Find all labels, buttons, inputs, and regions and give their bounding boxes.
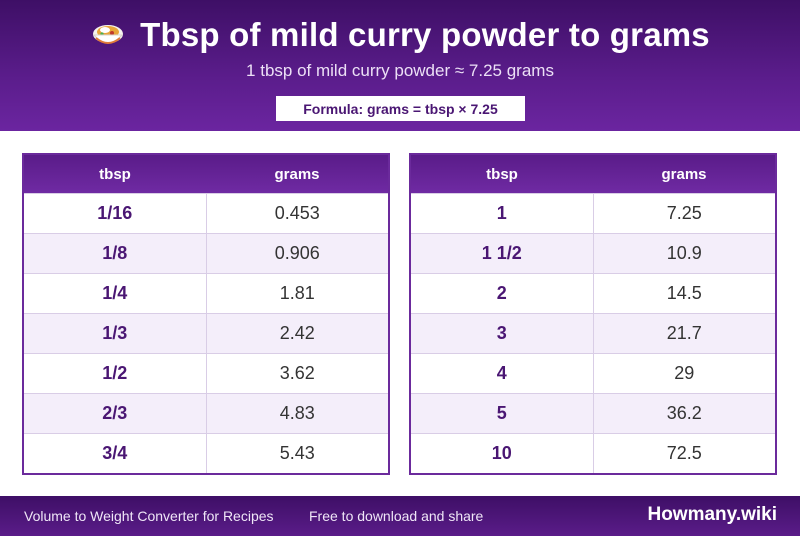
grams-cell: 29 — [674, 363, 695, 383]
footer-tagline: Volume to Weight Converter for Recipes — [24, 508, 274, 524]
column-header-tbsp: tbsp — [99, 165, 131, 183]
brand-logo[interactable]: Howmany.wiki — [647, 504, 777, 525]
page-title: Tbsp of mild curry powder to grams — [140, 16, 710, 53]
table-row: 2 14.5 — [411, 273, 775, 313]
grams-cell: 36.2 — [666, 403, 702, 423]
grams-cell: 72.5 — [666, 443, 702, 463]
tbsp-cell: 5 — [411, 394, 594, 433]
grams-cell: 3.62 — [279, 363, 315, 383]
tbsp-cell: 2 — [411, 274, 594, 313]
tbsp-cell: 1/2 — [24, 354, 207, 393]
footer: Volume to Weight Converter for Recipes F… — [0, 496, 800, 536]
table-row: 1 7.25 — [411, 193, 775, 233]
table-row: 1/16 0.453 — [24, 193, 388, 233]
tbsp-cell: 3/4 — [24, 434, 207, 473]
grams-cell: 0.906 — [274, 243, 320, 263]
subtitle: 1 tbsp of mild curry powder ≈ 7.25 grams — [246, 61, 554, 80]
conversion-table-left: tbsp grams 1/16 0.453 1/8 0.906 1/4 1.81 1/… — [22, 153, 390, 475]
formula-badge: Formula: grams = tbsp × 7.25 — [276, 96, 525, 121]
table-row: 1/3 2.42 — [24, 313, 388, 353]
table-row: 3/4 5.43 — [24, 433, 388, 473]
grams-cell: 0.453 — [274, 203, 320, 223]
tbsp-cell: 3 — [411, 314, 594, 353]
table-row: 10 72.5 — [411, 433, 775, 473]
grams-cell: 7.25 — [666, 203, 702, 223]
tbsp-cell: 2/3 — [24, 394, 207, 433]
tbsp-cell: 4 — [411, 354, 594, 393]
table-row: 1 1/2 10.9 — [411, 233, 775, 273]
column-header-grams: grams — [661, 165, 707, 183]
grams-cell: 21.7 — [666, 323, 702, 343]
table-row: 5 36.2 — [411, 393, 775, 433]
tbsp-cell: 1/8 — [24, 234, 207, 273]
grams-cell: 4.83 — [279, 403, 315, 423]
table-body: 1 7.25 1 1/2 10.9 2 14.5 3 21.7 4 29 5 36.2 10… — [411, 193, 775, 473]
column-header-tbsp: tbsp — [486, 165, 518, 183]
table-row: 1/4 1.81 — [24, 273, 388, 313]
tbsp-cell: 1 — [411, 194, 594, 233]
grams-cell: 10.9 — [666, 243, 702, 263]
curry-bowl-icon — [90, 17, 126, 53]
grams-cell: 1.81 — [279, 283, 315, 303]
tbsp-cell: 1/3 — [24, 314, 207, 353]
tbsp-cell: 1/4 — [24, 274, 207, 313]
column-header-grams: grams — [274, 165, 320, 183]
table-row: 4 29 — [411, 353, 775, 393]
tbsp-cell: 1/16 — [24, 194, 207, 233]
tbsp-cell: 1 1/2 — [411, 234, 594, 273]
table-body: 1/16 0.453 1/8 0.906 1/4 1.81 1/3 2.42 1/2 3.… — [24, 193, 388, 473]
table-header: tbsp grams — [411, 155, 775, 193]
conversion-table-right: tbsp grams 1 7.25 1 1/2 10.9 2 14.5 3 21.7 4… — [409, 153, 777, 475]
footer-share-note: Free to download and share — [309, 508, 484, 524]
grams-cell: 2.42 — [279, 323, 315, 343]
table-row: 3 21.7 — [411, 313, 775, 353]
grams-cell: 14.5 — [666, 283, 702, 303]
table-row: 2/3 4.83 — [24, 393, 388, 433]
title-row: Tbsp of mild curry powder to grams — [0, 13, 800, 57]
grams-cell: 5.43 — [279, 443, 315, 463]
header: Tbsp of mild curry powder to grams 1 tbs… — [0, 0, 800, 131]
table-header: tbsp grams — [24, 155, 388, 193]
table-row: 1/8 0.906 — [24, 233, 388, 273]
tbsp-cell: 10 — [411, 434, 594, 473]
table-row: 1/2 3.62 — [24, 353, 388, 393]
